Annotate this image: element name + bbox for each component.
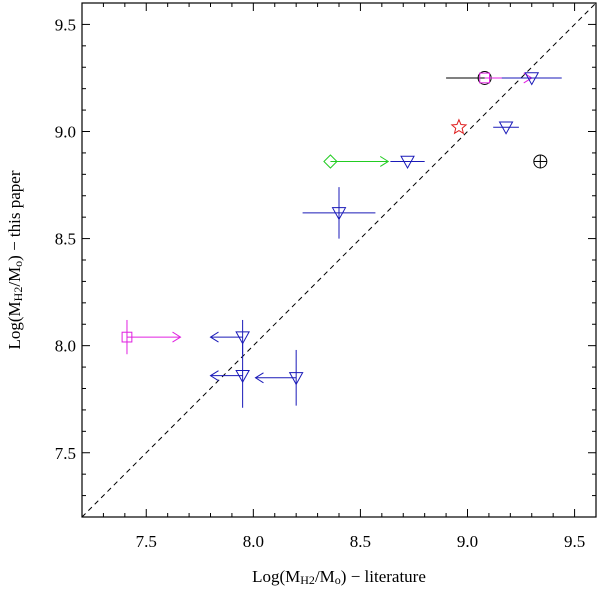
y-tick-label: 8.0 — [55, 337, 76, 356]
magenta-square-low — [122, 320, 180, 354]
triangle-marker — [401, 156, 414, 168]
one-to-one-line — [82, 3, 596, 517]
data-points — [122, 71, 562, 407]
y-tick-label: 7.5 — [55, 444, 76, 463]
x-axis-title: Log(MH2/Mo) − literature — [252, 567, 426, 587]
black-circle-cross — [534, 155, 547, 168]
star-marker — [452, 120, 466, 134]
blue-triangle-g — [502, 73, 562, 85]
red-star — [452, 120, 466, 134]
x-tick-label: 8.5 — [350, 532, 371, 551]
x-tick-label: 9.0 — [457, 532, 478, 551]
blue-triangle-c — [255, 350, 302, 406]
blue-triangle-d — [303, 187, 376, 238]
x-tick-label: 7.5 — [136, 532, 157, 551]
blue-triangle-a — [211, 320, 250, 354]
y-tick-label: 8.5 — [55, 230, 76, 249]
y-tick-label: 9.0 — [55, 123, 76, 142]
green-diamond — [324, 155, 388, 168]
blue-triangle-f — [493, 122, 519, 134]
y-axis-title: Log(MH2/Mo) − this paper — [5, 170, 25, 349]
y-tick-label: 9.5 — [55, 15, 76, 34]
triangle-marker — [525, 73, 538, 85]
blue-triangle-e — [390, 156, 424, 168]
x-tick-label: 9.5 — [564, 532, 585, 551]
blue-triangle-b — [211, 344, 250, 408]
scatter-chart: 7.5 8.0 8.5 9.0 9.5 7.5 8.0 8.5 9.0 9.5 Log(MH2/M… — [0, 0, 600, 589]
tick-labels: 7.5 8.0 8.5 9.0 9.5 7.5 8.0 8.5 9.0 9.5 — [55, 15, 585, 551]
triangle-marker — [500, 122, 513, 134]
x-tick-label: 8.0 — [243, 532, 264, 551]
